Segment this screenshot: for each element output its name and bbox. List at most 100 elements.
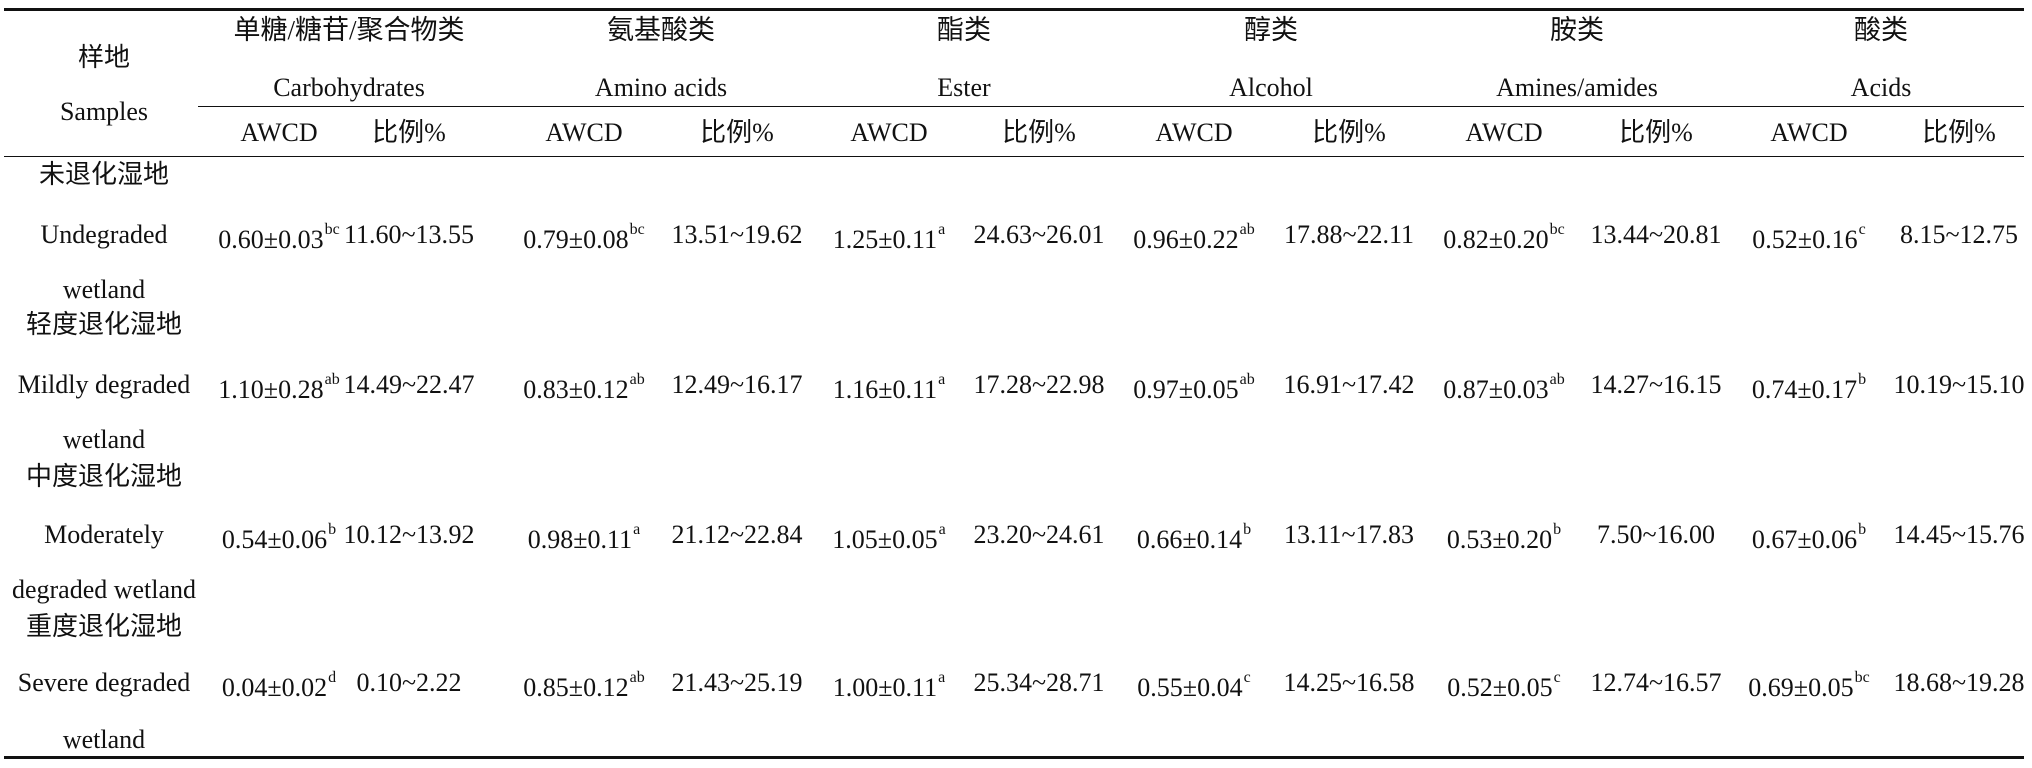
awcd-value: 0.83±0.12ab: [523, 365, 644, 405]
awcd-header: AWCD: [240, 118, 318, 147]
header-bottom-rule: [4, 156, 2024, 157]
significance-letter: ab: [1239, 371, 1255, 389]
sample-name-line: Severe degraded: [17, 668, 191, 697]
category-en: Amines/amides: [1496, 73, 1658, 102]
category-en: Amino acids: [594, 73, 728, 102]
ratio-value: 24.63~26.01: [973, 220, 1105, 249]
awcd-mean-sd: 0.79±0.08: [523, 224, 629, 254]
sample-header-en: Samples: [59, 97, 149, 126]
awcd-mean-sd: 0.04±0.02: [221, 672, 328, 702]
ratio-value: 7.50~16.00: [1596, 520, 1716, 549]
awcd-value: 0.52±0.16c: [1752, 215, 1865, 255]
ratio-header: 比例%: [372, 118, 446, 147]
awcd-header: AWCD: [1155, 118, 1233, 147]
awcd-value: 0.97±0.05ab: [1133, 365, 1254, 405]
awcd-mean-sd: 1.00±0.11: [832, 672, 938, 702]
awcd-value: 0.79±0.08bc: [523, 215, 644, 255]
awcd-mean-sd: 1.16±0.11: [832, 374, 938, 404]
significance-letter: bc: [1549, 221, 1565, 239]
awcd-value: 1.25±0.11a: [833, 215, 945, 255]
significance-letter: d: [328, 669, 337, 687]
sample-name-line: degraded wetland: [11, 575, 197, 604]
ratio-value: 21.12~22.84: [671, 520, 803, 549]
significance-letter: b: [1553, 521, 1562, 539]
category-en: Acids: [1850, 73, 1912, 102]
sample-header-zh: 样地: [77, 43, 131, 72]
awcd-value: 0.82±0.20bc: [1443, 215, 1564, 255]
significance-letter: a: [938, 371, 946, 389]
awcd-value: 0.52±0.05c: [1447, 663, 1560, 703]
ratio-value: 10.12~13.92: [343, 520, 475, 549]
awcd-value: 1.16±0.11a: [833, 365, 945, 405]
significance-letter: b: [328, 521, 337, 539]
category-zh: 醇类: [1244, 15, 1298, 45]
significance-letter: b: [1858, 521, 1867, 539]
awcd-mean-sd: 0.69±0.05: [1748, 672, 1854, 702]
awcd-value: 0.85±0.12ab: [523, 663, 644, 703]
awcd-mean-sd: 0.98±0.11: [527, 524, 633, 554]
awcd-value: 0.67±0.06b: [1752, 515, 1866, 555]
awcd-value: 0.66±0.14b: [1137, 515, 1251, 555]
ratio-header: 比例%: [1922, 118, 1996, 147]
awcd-mean-sd: 0.96±0.22: [1133, 224, 1239, 254]
awcd-mean-sd: 0.53±0.20: [1446, 524, 1553, 554]
awcd-mean-sd: 1.05±0.05: [832, 524, 938, 554]
sample-name-line: Undegraded: [40, 220, 168, 249]
awcd-value: 0.60±0.03bc: [218, 215, 339, 255]
significance-letter: ab: [1549, 371, 1565, 389]
ratio-value: 13.51~19.62: [671, 220, 803, 249]
ratio-header: 比例%: [1312, 118, 1386, 147]
ratio-value: 17.88~22.11: [1283, 220, 1415, 249]
ratio-value: 14.27~16.15: [1590, 370, 1722, 399]
awcd-value: 0.54±0.06b: [222, 515, 336, 555]
awcd-value: 0.53±0.20b: [1447, 515, 1561, 555]
ratio-value: 17.28~22.98: [973, 370, 1105, 399]
awcd-mean-sd: 0.83±0.12: [523, 374, 629, 404]
significance-letter: c: [1243, 669, 1251, 687]
awcd-value: 1.00±0.11a: [833, 663, 945, 703]
category-zh: 胺类: [1550, 15, 1604, 45]
ratio-value: 12.74~16.57: [1590, 668, 1722, 697]
category-zh: 酯类: [937, 15, 991, 45]
significance-letter: c: [1858, 221, 1866, 239]
awcd-value: 0.04±0.02d: [222, 663, 336, 703]
awcd-mean-sd: 0.52±0.05: [1447, 672, 1553, 702]
awcd-mean-sd: 0.87±0.03: [1443, 374, 1549, 404]
category-zh: 酸类: [1854, 15, 1908, 45]
significance-letter: a: [938, 669, 946, 687]
awcd-mean-sd: 0.85±0.12: [523, 672, 629, 702]
significance-letter: b: [1858, 371, 1867, 389]
ratio-value: 13.44~20.81: [1590, 220, 1722, 249]
awcd-value: 0.87±0.03ab: [1443, 365, 1564, 405]
ratio-value: 12.49~16.17: [671, 370, 803, 399]
ratio-value: 10.19~15.10: [1893, 370, 2025, 399]
awcd-value: 1.10±0.28ab: [218, 365, 339, 405]
significance-letter: a: [938, 521, 946, 539]
ratio-value: 14.49~22.47: [343, 370, 475, 399]
significance-letter: bc: [629, 221, 645, 239]
ratio-value: 18.68~19.28: [1893, 668, 2025, 697]
data-table: 样地 Samples 单糖/糖苷/聚合物类 Carbohydrates AWCD 比例…: [4, 0, 2025, 768]
ratio-header: 比例%: [1619, 118, 1693, 147]
ratio-value: 21.43~25.19: [671, 668, 803, 697]
category-en: Alcohol: [1229, 73, 1313, 102]
significance-letter: ab: [324, 371, 340, 389]
awcd-value: 0.96±0.22ab: [1133, 215, 1254, 255]
awcd-header: AWCD: [545, 118, 623, 147]
awcd-mean-sd: 1.25±0.11: [832, 224, 938, 254]
awcd-mean-sd: 0.52±0.16: [1752, 224, 1858, 254]
significance-letter: ab: [629, 669, 645, 687]
significance-letter: ab: [629, 371, 645, 389]
awcd-mean-sd: 0.74±0.17: [1751, 374, 1858, 404]
sample-name-line: 未退化湿地: [38, 160, 170, 189]
significance-letter: bc: [324, 221, 340, 239]
significance-letter: b: [1243, 521, 1252, 539]
significance-letter: a: [938, 221, 946, 239]
category-en: Ester: [937, 73, 991, 102]
sample-name-line: 中度退化湿地: [25, 462, 183, 491]
awcd-value: 0.74±0.17b: [1752, 365, 1866, 405]
awcd-header: AWCD: [1465, 118, 1543, 147]
sample-name-line: 重度退化湿地: [25, 612, 183, 641]
awcd-value: 0.55±0.04c: [1137, 663, 1250, 703]
ratio-value: 13.11~17.83: [1283, 520, 1415, 549]
